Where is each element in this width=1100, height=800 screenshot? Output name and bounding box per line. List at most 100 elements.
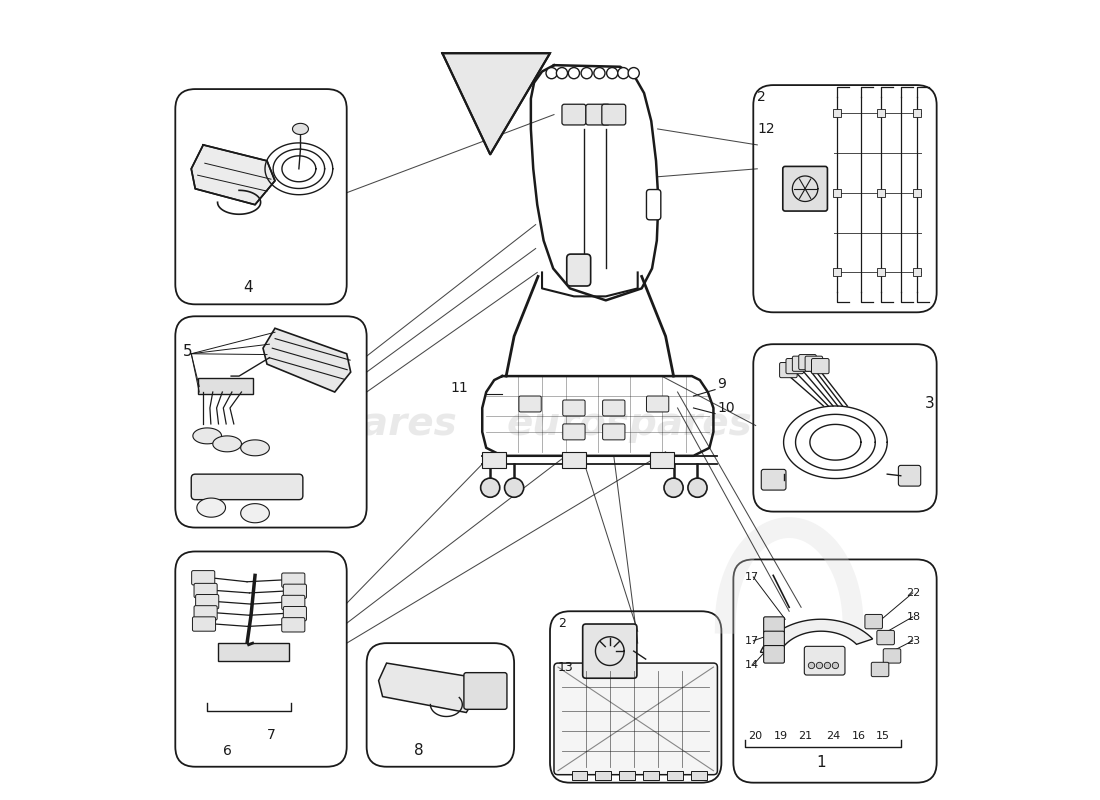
Bar xyxy=(644,770,659,780)
Text: 22: 22 xyxy=(906,588,921,598)
FancyBboxPatch shape xyxy=(194,606,217,620)
FancyBboxPatch shape xyxy=(554,663,717,774)
FancyBboxPatch shape xyxy=(602,104,626,125)
Circle shape xyxy=(505,478,524,498)
Circle shape xyxy=(688,478,707,498)
Text: 20: 20 xyxy=(748,731,762,742)
Text: 15: 15 xyxy=(877,731,890,742)
Circle shape xyxy=(664,478,683,498)
Polygon shape xyxy=(241,504,270,522)
Circle shape xyxy=(546,67,558,78)
FancyBboxPatch shape xyxy=(194,583,217,598)
Bar xyxy=(877,109,884,117)
Bar xyxy=(877,269,884,277)
FancyBboxPatch shape xyxy=(763,646,784,663)
Bar xyxy=(913,189,921,197)
FancyBboxPatch shape xyxy=(563,400,585,416)
Bar xyxy=(913,109,921,117)
FancyBboxPatch shape xyxy=(563,424,585,440)
Bar xyxy=(619,770,636,780)
Bar xyxy=(650,452,673,468)
Circle shape xyxy=(606,67,618,78)
Text: 10: 10 xyxy=(717,401,735,415)
Text: 9: 9 xyxy=(717,377,726,391)
FancyBboxPatch shape xyxy=(783,166,827,211)
FancyBboxPatch shape xyxy=(191,474,302,500)
Bar xyxy=(562,452,586,468)
FancyBboxPatch shape xyxy=(877,630,894,645)
FancyBboxPatch shape xyxy=(865,614,882,629)
Polygon shape xyxy=(378,663,478,713)
FancyBboxPatch shape xyxy=(763,631,784,649)
Text: 14: 14 xyxy=(746,660,759,670)
Polygon shape xyxy=(197,498,226,517)
Circle shape xyxy=(824,662,830,669)
FancyBboxPatch shape xyxy=(761,470,786,490)
Text: 12: 12 xyxy=(757,122,774,136)
Text: 21: 21 xyxy=(798,731,812,742)
Circle shape xyxy=(618,67,629,78)
FancyBboxPatch shape xyxy=(786,358,803,374)
FancyBboxPatch shape xyxy=(647,396,669,412)
Polygon shape xyxy=(442,54,550,154)
Bar xyxy=(833,269,842,277)
Circle shape xyxy=(557,67,568,78)
Text: 1: 1 xyxy=(816,754,826,770)
FancyBboxPatch shape xyxy=(804,646,845,675)
FancyBboxPatch shape xyxy=(198,378,253,394)
FancyBboxPatch shape xyxy=(218,643,288,661)
Bar xyxy=(572,770,587,780)
FancyBboxPatch shape xyxy=(812,358,829,374)
FancyBboxPatch shape xyxy=(550,611,722,782)
FancyBboxPatch shape xyxy=(763,617,784,634)
FancyBboxPatch shape xyxy=(282,618,305,632)
Text: 24: 24 xyxy=(826,731,840,742)
Bar xyxy=(668,770,683,780)
Circle shape xyxy=(594,67,605,78)
Bar xyxy=(482,452,506,468)
Polygon shape xyxy=(760,619,872,654)
Text: 23: 23 xyxy=(906,636,921,646)
FancyBboxPatch shape xyxy=(586,104,609,125)
Bar xyxy=(595,770,612,780)
FancyBboxPatch shape xyxy=(754,344,937,512)
Circle shape xyxy=(481,478,499,498)
FancyBboxPatch shape xyxy=(792,356,810,371)
Polygon shape xyxy=(191,145,275,205)
Text: 18: 18 xyxy=(906,612,921,622)
Text: 4: 4 xyxy=(243,280,253,295)
Bar xyxy=(833,189,842,197)
FancyBboxPatch shape xyxy=(734,559,937,782)
Circle shape xyxy=(808,662,815,669)
Text: 6: 6 xyxy=(223,744,232,758)
Bar xyxy=(833,109,842,117)
Text: eurospares: eurospares xyxy=(507,405,752,443)
FancyBboxPatch shape xyxy=(871,662,889,677)
FancyBboxPatch shape xyxy=(175,89,346,304)
FancyBboxPatch shape xyxy=(899,466,921,486)
Text: 5: 5 xyxy=(184,344,192,359)
Text: 11: 11 xyxy=(450,381,469,395)
Circle shape xyxy=(628,67,639,78)
Text: 2: 2 xyxy=(757,90,766,104)
Text: 3: 3 xyxy=(925,396,934,411)
Text: 2: 2 xyxy=(558,618,565,630)
FancyBboxPatch shape xyxy=(805,356,823,371)
FancyBboxPatch shape xyxy=(519,396,541,412)
Text: 8: 8 xyxy=(415,742,425,758)
Circle shape xyxy=(581,67,592,78)
Polygon shape xyxy=(212,436,242,452)
FancyBboxPatch shape xyxy=(562,104,586,125)
Text: 7: 7 xyxy=(267,728,276,742)
FancyBboxPatch shape xyxy=(603,400,625,416)
FancyBboxPatch shape xyxy=(566,254,591,286)
Bar xyxy=(877,189,884,197)
Text: 17: 17 xyxy=(746,636,759,646)
Circle shape xyxy=(569,67,580,78)
FancyBboxPatch shape xyxy=(175,316,366,527)
FancyBboxPatch shape xyxy=(799,354,816,370)
FancyBboxPatch shape xyxy=(191,570,214,585)
Text: 13: 13 xyxy=(558,661,574,674)
FancyBboxPatch shape xyxy=(282,595,305,610)
FancyBboxPatch shape xyxy=(647,190,661,220)
